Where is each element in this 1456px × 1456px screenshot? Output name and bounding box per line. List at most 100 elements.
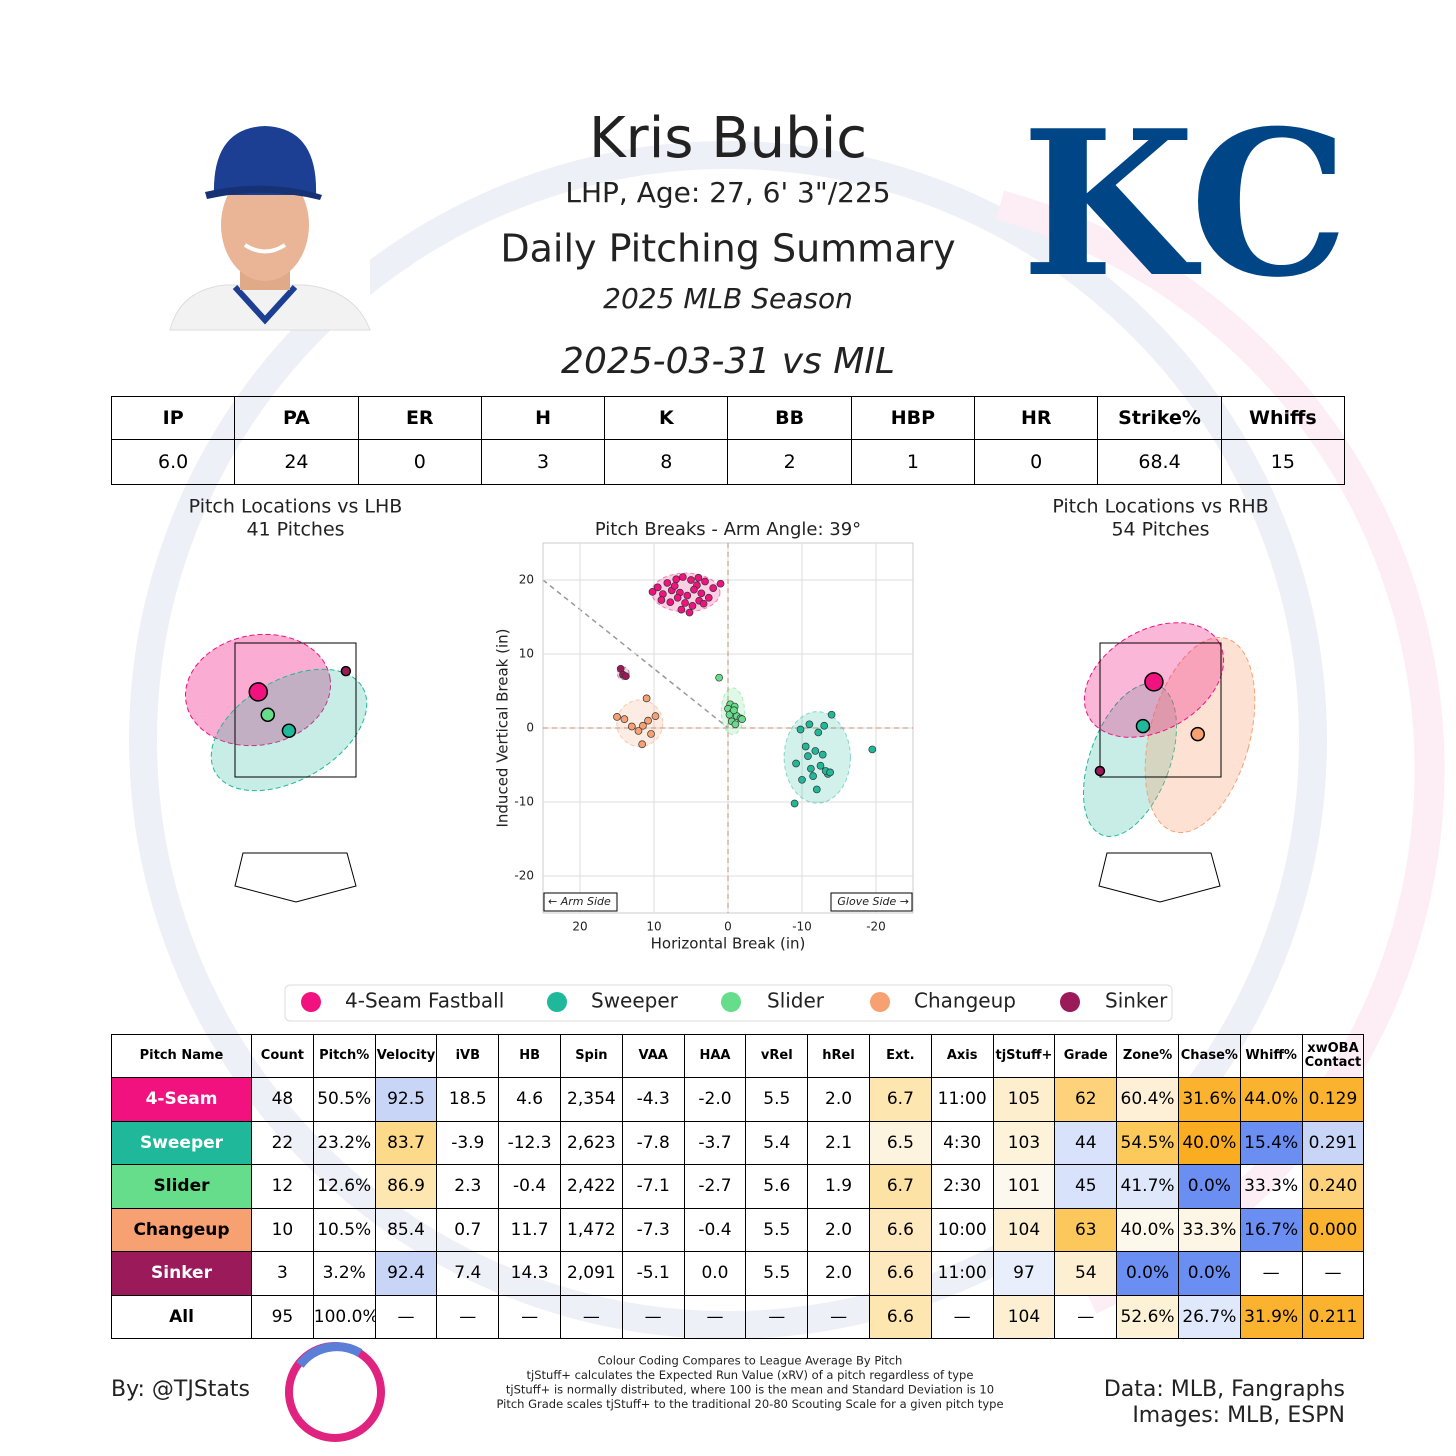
cell: — bbox=[559, 1294, 623, 1339]
x-tick-label: -20 bbox=[866, 920, 886, 934]
cell: 40.0% bbox=[1116, 1207, 1179, 1252]
pitch-point bbox=[666, 598, 675, 607]
cell: 50.5% bbox=[312, 1077, 376, 1122]
cell: 6.7 bbox=[868, 1077, 932, 1122]
column-header: Axis bbox=[930, 1034, 994, 1078]
cell: 5.5 bbox=[745, 1207, 809, 1252]
cell: 2.3 bbox=[436, 1164, 500, 1209]
footnote: tjStuff+ calculates the Expected Run Val… bbox=[527, 1368, 974, 1382]
footer-logo bbox=[285, 1342, 385, 1442]
chart-title: Pitch Locations vs RHB bbox=[1052, 496, 1268, 518]
pitch-name: Sweeper bbox=[111, 1120, 252, 1165]
cell: 33.3% bbox=[1177, 1207, 1241, 1252]
annotation-box bbox=[830, 892, 913, 912]
cell: -5.1 bbox=[621, 1251, 685, 1296]
cell: 23.2% bbox=[312, 1120, 376, 1165]
stat-header: PA bbox=[234, 396, 359, 440]
cell: — bbox=[1054, 1294, 1118, 1339]
stat-header: HR bbox=[974, 396, 1099, 440]
cell: 92.5 bbox=[374, 1077, 438, 1122]
byline: By: @TJStats bbox=[111, 1377, 250, 1402]
credit: Images: MLB, ESPN bbox=[1132, 1403, 1345, 1428]
column-header: HB bbox=[498, 1034, 561, 1078]
column-header: Grade bbox=[1054, 1034, 1118, 1078]
pitch-point bbox=[809, 772, 817, 780]
column-header: Pitch Name bbox=[111, 1034, 252, 1078]
cell: 4:30 bbox=[930, 1120, 994, 1165]
stat-value: 3 bbox=[480, 439, 606, 485]
report-title: Daily Pitching Summary bbox=[500, 227, 955, 271]
stat-header: HBP bbox=[850, 396, 976, 440]
pitch-point bbox=[622, 672, 630, 681]
cell: 11.7 bbox=[498, 1207, 561, 1252]
pitch-point bbox=[653, 583, 662, 592]
cell: — bbox=[683, 1294, 747, 1339]
cell: 2,091 bbox=[559, 1251, 623, 1296]
cell: 2:30 bbox=[930, 1164, 994, 1209]
pitch-point bbox=[673, 593, 682, 602]
pitch-point bbox=[792, 759, 800, 768]
column-header: Count bbox=[251, 1034, 314, 1078]
column-header: Spin bbox=[559, 1034, 623, 1078]
pitch-mean bbox=[260, 707, 276, 722]
pitch-point bbox=[642, 694, 651, 703]
home-plate bbox=[1098, 852, 1221, 903]
pitch-point bbox=[801, 742, 810, 751]
pitch-point bbox=[685, 608, 694, 617]
cell: 0.211 bbox=[1301, 1294, 1365, 1339]
pitch-point bbox=[634, 727, 643, 735]
cell: 40.0% bbox=[1177, 1120, 1241, 1165]
cell: — bbox=[807, 1294, 870, 1339]
chart-title: Pitch Breaks - Arm Angle: 39° bbox=[595, 519, 861, 540]
cell: -7.1 bbox=[621, 1164, 685, 1209]
cell: 45 bbox=[1054, 1164, 1118, 1209]
strike-zone bbox=[234, 642, 357, 778]
cell: 12.6% bbox=[312, 1164, 376, 1209]
stat-value: 68.4 bbox=[1097, 439, 1222, 485]
cell: 105 bbox=[992, 1077, 1056, 1122]
legend-label: 4-Seam Fastball bbox=[345, 989, 504, 1013]
player-bio: LHP, Age: 27, 6' 3"/225 bbox=[565, 176, 890, 209]
pitch-point bbox=[672, 575, 681, 584]
cell: 0.000 bbox=[1301, 1207, 1365, 1252]
y-tick-label: 10 bbox=[519, 647, 534, 661]
cell: -7.8 bbox=[621, 1120, 685, 1165]
cell: 5.4 bbox=[745, 1120, 809, 1165]
cell: 10:00 bbox=[930, 1207, 994, 1252]
pitch-point bbox=[827, 710, 836, 719]
stat-value: 2 bbox=[727, 439, 852, 485]
stat-value: 24 bbox=[234, 439, 359, 485]
home-plate bbox=[234, 852, 357, 903]
pitch-point bbox=[688, 602, 697, 610]
cell: 52.6% bbox=[1116, 1294, 1179, 1339]
stat-header: IP bbox=[110, 396, 236, 440]
pitch-point bbox=[694, 573, 703, 582]
column-header: Whiff% bbox=[1239, 1034, 1303, 1078]
cell: 44.0% bbox=[1239, 1077, 1303, 1122]
legend-label: Sweeper bbox=[591, 989, 679, 1013]
pitch-point bbox=[738, 715, 746, 723]
pitch-point bbox=[697, 589, 706, 598]
stat-header: Strike% bbox=[1097, 396, 1222, 440]
cell: 0.0 bbox=[683, 1251, 747, 1296]
pitch-point bbox=[657, 596, 666, 604]
table-row: Slider 12 12.6% 86.9 2.3 -0.4 2,422 -7.1 -2.7 5.6… bbox=[111, 1164, 1365, 1209]
stat-value: 0 bbox=[974, 439, 1099, 485]
legend-label: Changeup bbox=[914, 989, 1016, 1013]
cell: 62 bbox=[1054, 1077, 1118, 1122]
pitch-point bbox=[687, 576, 695, 584]
column-header: iVB bbox=[436, 1034, 500, 1078]
pitch-point bbox=[627, 722, 636, 731]
cell: — bbox=[1239, 1251, 1303, 1296]
pitch-point bbox=[805, 720, 814, 729]
pitch-point bbox=[820, 721, 829, 730]
column-header: HAA bbox=[683, 1034, 747, 1078]
legend-label: Slider bbox=[767, 989, 825, 1013]
cell: 2.0 bbox=[807, 1251, 870, 1296]
cell: 11:00 bbox=[930, 1251, 994, 1296]
pitch-point bbox=[647, 730, 655, 738]
pitch-name: 4-Seam bbox=[111, 1077, 252, 1122]
player-photo bbox=[158, 120, 371, 331]
pitch-mean bbox=[281, 723, 297, 739]
